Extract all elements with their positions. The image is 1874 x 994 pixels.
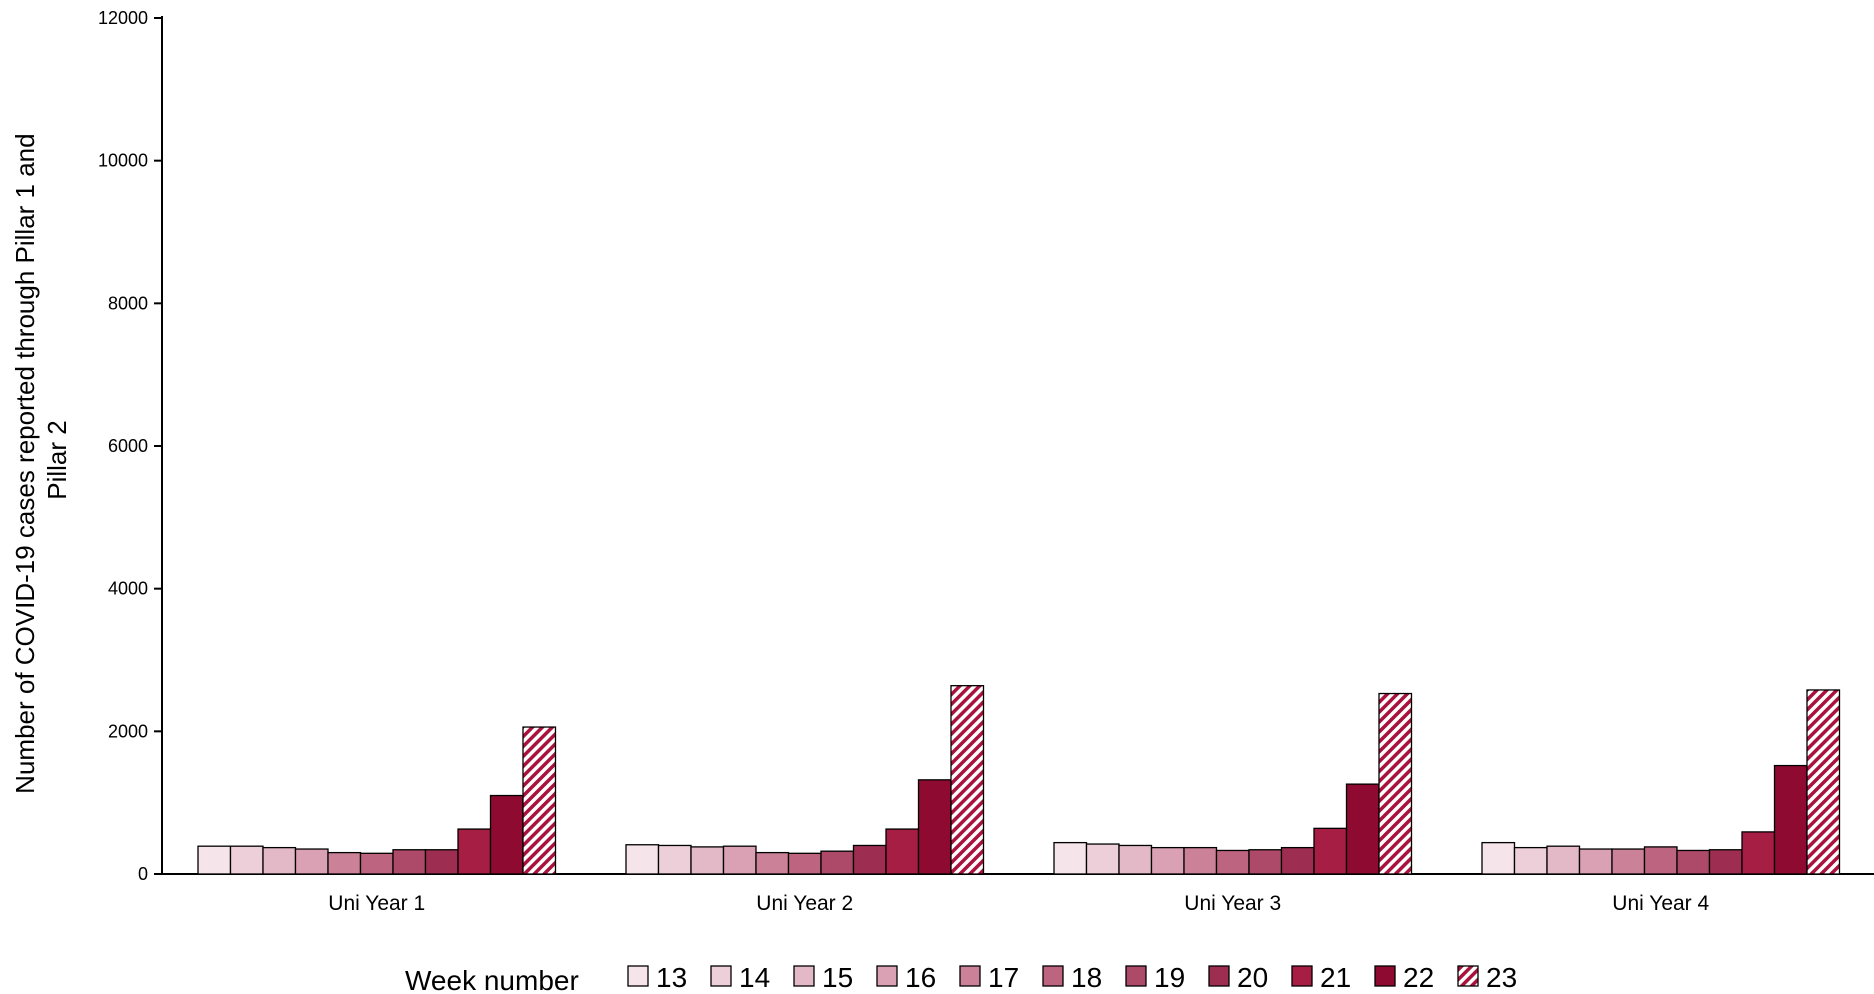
legend-label-week-15: 15: [822, 962, 853, 993]
bar-uni-year-4-week-16: [1578, 848, 1613, 875]
bar-uni-year-4-week-14: [1513, 846, 1548, 875]
bar-uni-year-1-week-20: [424, 849, 459, 875]
category-label: Uni Year 3: [1184, 892, 1281, 915]
bar-uni-year-3-week-23: [1378, 692, 1413, 875]
bar-uni-year-1-week-15: [262, 846, 297, 875]
bar-uni-year-1-week-23: [522, 726, 557, 875]
y-tick-label: 4000: [108, 579, 148, 599]
bar-uni-year-4-week-20: [1708, 849, 1743, 875]
bar-uni-year-4-week-22: [1773, 764, 1808, 875]
legend-label-week-19: 19: [1154, 962, 1185, 993]
bar-uni-year-3-week-16: [1150, 846, 1185, 875]
bar-uni-year-2-week-18: [787, 852, 822, 875]
legend-label-week-20: 20: [1237, 962, 1268, 993]
bar-uni-year-2-week-15: [690, 846, 725, 875]
y-tick-labels: 0 2000 4000 6000 8000 10000 12000: [98, 8, 162, 884]
bar-uni-year-1-week-19: [392, 849, 427, 875]
legend-label-week-23: 23: [1486, 962, 1517, 993]
bar-uni-year-1-week-17: [327, 851, 362, 875]
bar-uni-year-2-week-23: [950, 685, 985, 875]
legend-swatch-week-21: [1291, 965, 1313, 987]
y-tick-label: 12000: [98, 8, 148, 28]
bar-uni-year-4-week-13: [1481, 841, 1516, 875]
y-tick-label: 0: [138, 864, 148, 884]
bar-uni-year-4-week-21: [1741, 831, 1776, 875]
legend-swatch-week-14: [710, 965, 732, 987]
y-tick-label: 2000: [108, 721, 148, 741]
legend-swatch-week-16: [876, 965, 898, 987]
bar-uni-year-3-week-13: [1053, 841, 1088, 875]
legend-swatch-week-19: [1125, 965, 1147, 987]
legend-title: Week number: [405, 965, 579, 994]
bar-uni-year-2-week-17: [755, 851, 790, 875]
category-label: Uni Year 1: [328, 892, 425, 915]
legend-swatch-week-13: [627, 965, 649, 987]
bar-uni-year-3-week-22: [1345, 783, 1380, 875]
legend-swatch-week-20: [1208, 965, 1230, 987]
bar-uni-year-3-week-21: [1313, 827, 1348, 875]
y-tick-label: 10000: [98, 151, 148, 171]
legend-swatch-week-22: [1374, 965, 1396, 987]
bar-uni-year-1-week-18: [359, 852, 394, 875]
legend-label-week-13: 13: [656, 962, 687, 993]
category-labels: Uni Year 1 Uni Year 2 Uni Year 3 Uni Year 4: [328, 892, 1709, 915]
bar-uni-year-2-week-22: [917, 779, 952, 875]
legend-swatch-week-17: [959, 965, 981, 987]
category-label: Uni Year 4: [1612, 892, 1709, 915]
bar-uni-year-3-week-17: [1183, 846, 1218, 875]
bar-uni-year-2-week-16: [722, 845, 757, 875]
y-tick-label: 6000: [108, 436, 148, 456]
bar-uni-year-3-week-14: [1085, 843, 1120, 875]
bar-uni-year-3-week-20: [1280, 846, 1315, 875]
bar-uni-year-1-week-16: [294, 848, 329, 875]
bar-uni-year-2-week-19: [820, 850, 855, 875]
bar-uni-year-1-week-22: [489, 794, 524, 875]
legend-swatch-week-18: [1042, 965, 1064, 987]
bar-uni-year-2-week-14: [657, 844, 692, 875]
bar-uni-year-2-week-13: [625, 844, 660, 875]
bar-uni-year-2-week-20: [852, 844, 887, 875]
bar-uni-year-2-week-21: [885, 828, 920, 875]
category-label: Uni Year 2: [756, 892, 853, 915]
y-axis-label-line-1: Number of COVID-19 cases reported throug…: [10, 133, 40, 793]
bar-uni-year-3-week-15: [1118, 844, 1153, 875]
bar-uni-year-4-week-17: [1611, 848, 1646, 875]
bar-uni-year-1-week-21: [457, 828, 492, 875]
y-axis-label-line-2: Pillar 2: [42, 420, 72, 499]
legend-label-week-22: 22: [1403, 962, 1434, 993]
bar-uni-year-4-week-15: [1546, 845, 1581, 875]
legend-label-week-17: 17: [988, 962, 1019, 993]
bar-uni-year-4-week-18: [1643, 846, 1678, 875]
bar-uni-year-4-week-19: [1676, 849, 1711, 875]
legend-label-week-21: 21: [1320, 962, 1351, 993]
bar-uni-year-1-week-14: [229, 845, 264, 875]
bar-uni-year-3-week-18: [1215, 849, 1250, 875]
y-axis-label: Number of COVID-19 cases reported throug…: [10, 126, 72, 794]
axes: [161, 16, 1874, 875]
legend-label-week-18: 18: [1071, 962, 1102, 993]
legend-swatch-week-15: [793, 965, 815, 987]
y-tick-label: 8000: [108, 293, 148, 313]
bars: [197, 685, 1841, 875]
bar-uni-year-1-week-13: [197, 845, 232, 875]
bar-uni-year-3-week-19: [1248, 849, 1283, 875]
legend: Week number 13 14 15 16 17 18 19 20 21 22 23: [405, 962, 1517, 994]
legend-label-week-16: 16: [905, 962, 936, 993]
legend-swatch-week-23: [1457, 965, 1479, 987]
legend-label-week-14: 14: [739, 962, 770, 993]
bar-uni-year-4-week-23: [1806, 689, 1841, 875]
